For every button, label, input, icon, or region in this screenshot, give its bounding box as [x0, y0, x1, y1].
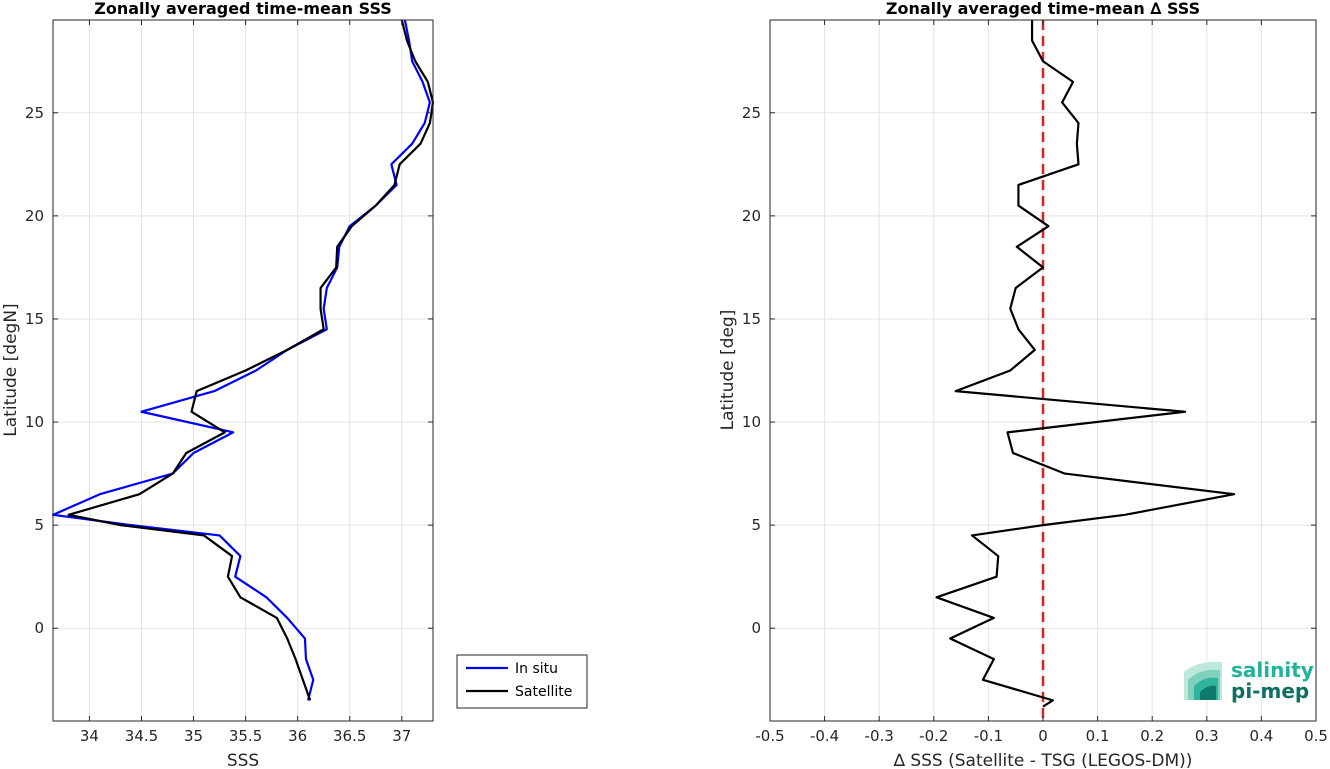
- right-ticks: -0.5 -0.4 -0.3 -0.2 -0.1 0 0.1 0.2 0.3 0.4 0.5 0 5 10…: [742, 20, 1328, 745]
- right-series-group: [935, 20, 1236, 708]
- legend: In situ Satellite: [456, 654, 588, 709]
- legend-box: [456, 654, 588, 709]
- right-x-tick-label: -0.4: [810, 727, 839, 745]
- left-x-tick-label: 36: [288, 727, 307, 745]
- right-y-tick-label: 25: [742, 104, 761, 122]
- salinity-pi-mep-logo: salinity pi-mep: [1184, 658, 1314, 703]
- left-x-tick-label: 37: [392, 727, 411, 745]
- left-x-tick-label: 35.5: [229, 727, 262, 745]
- right-x-tick-label: 0.2: [1140, 727, 1164, 745]
- right-series-line-delta-sss: [935, 20, 1236, 708]
- left-y-tick-label: 10: [25, 413, 44, 431]
- right-chart: -0.5 -0.4 -0.3 -0.2 -0.1 0 0.1 0.2 0.3 0.4 0.5 0 5 10…: [718, 0, 1328, 769]
- right-chart-title: Zonally averaged time-mean ∆ SSS: [886, 0, 1200, 18]
- right-y-tick-label: 15: [742, 310, 761, 328]
- right-x-tick-label: -0.2: [919, 727, 948, 745]
- right-x-tick-label: -0.3: [865, 727, 894, 745]
- left-y-tick-label: 15: [25, 310, 44, 328]
- right-y-tick-label: 5: [751, 516, 761, 534]
- left-y-axis-label: Latitude [degN]: [1, 303, 21, 436]
- left-y-tick-label: 5: [34, 516, 44, 534]
- right-y-axis-label: Latitude [deg]: [718, 310, 738, 431]
- left-y-tick-label: 0: [34, 619, 44, 637]
- left-series-line-in-situ: [51, 19, 431, 701]
- right-x-tick-label: -0.1: [974, 727, 1003, 745]
- left-series-group: [51, 19, 435, 701]
- logo-line2: pi-mep: [1231, 679, 1309, 703]
- right-y-tick-label: 0: [751, 619, 761, 637]
- left-chart-title: Zonally averaged time-mean SSS: [94, 0, 392, 18]
- left-y-tick-label: 20: [25, 207, 44, 225]
- left-x-tick-label: 34.5: [125, 727, 158, 745]
- wave-logo-icon: [1184, 661, 1222, 700]
- right-x-tick-label: -0.5: [755, 727, 784, 745]
- legend-label-in-situ: In situ: [515, 661, 558, 677]
- right-x-tick-label: 0.3: [1195, 727, 1219, 745]
- left-x-axis-label: SSS: [227, 751, 259, 769]
- right-x-tick-label: 0.5: [1304, 727, 1328, 745]
- left-y-tick-label: 25: [25, 104, 44, 122]
- right-y-tick-label: 20: [742, 207, 761, 225]
- left-chart: 34 34.5 35 35.5 36 36.5 37 0 5 10 15 20 25 Zonally a…: [1, 0, 588, 769]
- left-x-tick-label: 35: [184, 727, 203, 745]
- left-x-tick-label: 34: [80, 727, 99, 745]
- left-series-line-satellite: [67, 19, 435, 701]
- left-x-tick-label: 36.5: [333, 727, 366, 745]
- right-y-tick-label: 10: [742, 413, 761, 431]
- logo-line1: salinity: [1231, 658, 1314, 682]
- legend-label-satellite: Satellite: [515, 684, 572, 700]
- left-ticks: 34 34.5 35 35.5 36 36.5 37 0 5 10 15 20 25: [25, 20, 433, 745]
- right-x-tick-label: 0.4: [1249, 727, 1273, 745]
- right-x-tick-label: 0: [1038, 727, 1048, 745]
- right-x-tick-label: 0.1: [1086, 727, 1110, 745]
- right-x-axis-label: ∆ SSS (Satellite - TSG (LEGOS-DM)): [893, 751, 1193, 769]
